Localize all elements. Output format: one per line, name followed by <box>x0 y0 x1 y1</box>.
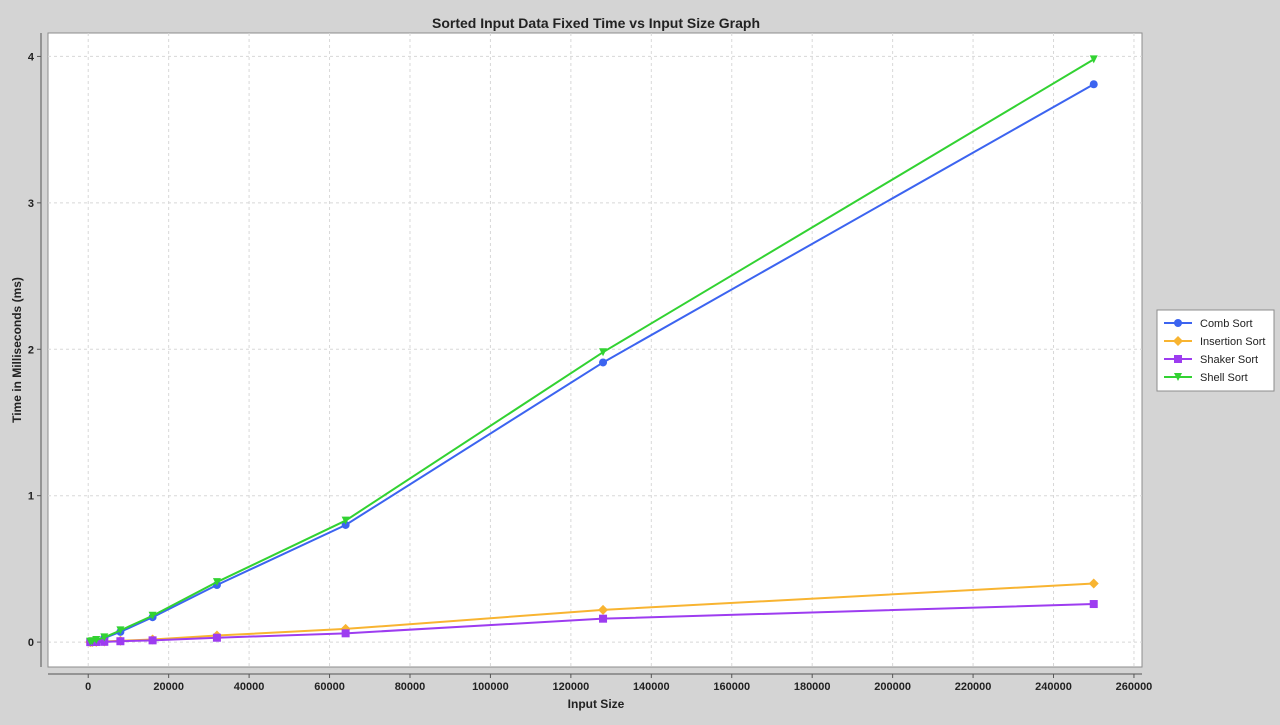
data-point <box>599 358 608 367</box>
series-layer <box>85 55 1099 648</box>
legend-item: Shell Sort <box>1164 372 1248 384</box>
data-point <box>598 604 609 615</box>
legend-item: Comb Sort <box>1164 318 1253 330</box>
data-point <box>1088 578 1099 589</box>
data-point <box>100 637 109 646</box>
data-point <box>341 520 350 529</box>
grid-lines <box>48 33 1142 667</box>
x-tick-label: 20000 <box>153 681 184 693</box>
y-tick-label: 4 <box>28 51 35 63</box>
data-point <box>92 636 101 645</box>
data-point <box>341 516 350 525</box>
legend-swatch-marker <box>1174 319 1182 327</box>
y-axis-label: Time in Milliseconds (ms) <box>10 277 24 423</box>
x-tick-label: 80000 <box>395 681 426 693</box>
x-tick-label: 240000 <box>1035 681 1072 693</box>
x-tick-label: 200000 <box>874 681 911 693</box>
data-point <box>148 611 157 620</box>
data-point <box>599 348 608 357</box>
data-point <box>1089 55 1098 64</box>
x-tick-label: 100000 <box>472 681 509 693</box>
x-tick-label: 160000 <box>713 681 750 693</box>
data-point <box>1089 80 1098 89</box>
x-tick-label: 140000 <box>633 681 670 693</box>
legend-swatch-marker <box>1174 373 1182 381</box>
legend: Comb Sort Insertion Sort Shaker Sort Shell … <box>1156 309 1275 392</box>
legend-swatch-marker <box>1174 355 1182 363</box>
y-tick-label: 2 <box>28 344 34 356</box>
data-point <box>599 614 608 623</box>
x-tick-label: 60000 <box>314 681 345 693</box>
legend-label: Insertion Sort <box>1200 336 1265 348</box>
x-tick-label: 0 <box>85 681 91 693</box>
data-point <box>116 637 125 646</box>
x-tick-label: 40000 <box>234 681 265 693</box>
legend-label: Comb Sort <box>1200 318 1253 330</box>
data-point <box>212 633 221 642</box>
data-point <box>212 578 221 587</box>
x-axis-label: Input Size <box>568 697 625 711</box>
data-point <box>100 633 109 642</box>
legend-item: Shaker Sort <box>1164 354 1258 366</box>
x-tick-label: 260000 <box>1116 681 1153 693</box>
legend-label: Shaker Sort <box>1200 354 1258 366</box>
series-shell-sort <box>86 55 1098 646</box>
legend-swatch-marker <box>1173 336 1183 346</box>
y-tick-label: 0 <box>28 637 34 649</box>
axes: 0 20000 40000 60000 80000 100000 120000 140000 1… <box>28 33 1152 693</box>
x-tick-label: 120000 <box>553 681 590 693</box>
x-tick-label: 180000 <box>794 681 831 693</box>
data-point <box>116 626 125 635</box>
legend-item: Insertion Sort <box>1164 336 1265 348</box>
data-point <box>148 636 157 645</box>
data-point <box>1089 600 1098 609</box>
chart-title: Sorted Input Data Fixed Time vs Input Si… <box>432 15 760 31</box>
data-point <box>341 629 350 638</box>
legend-label: Shell Sort <box>1200 372 1248 384</box>
y-tick-label: 1 <box>28 491 34 503</box>
x-tick-label: 220000 <box>955 681 992 693</box>
y-tick-label: 3 <box>28 198 34 210</box>
